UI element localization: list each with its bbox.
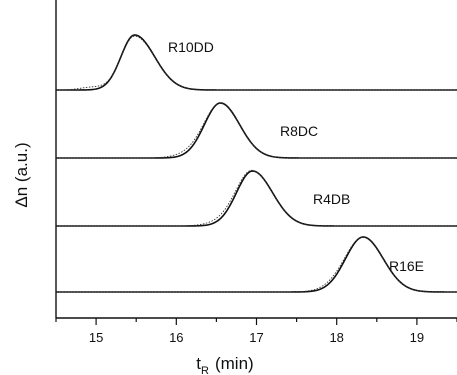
fit-line-r4db — [56, 169, 457, 227]
x-axis-label: tR (min) — [196, 354, 253, 375]
x-axis-label-main: t — [196, 354, 201, 373]
series-label-r10dd: R10DD — [168, 39, 214, 55]
x-tick-label-18: 18 — [329, 330, 343, 345]
series-label-r4db: R4DB — [313, 191, 350, 207]
x-axis-ticks: 15 16 17 18 19 — [55, 318, 457, 345]
fit-line-r8dc — [56, 102, 457, 159]
series-label-r16e: R16E — [389, 258, 424, 274]
x-axis-label-sub: R — [201, 365, 209, 375]
x-axis-label-unit: (min) — [215, 354, 254, 373]
trace-line-r10dd — [56, 34, 457, 91]
x-tick-label-15: 15 — [89, 330, 103, 345]
trace-line-r4db — [56, 170, 457, 227]
trace-layer — [55, 34, 457, 293]
fit-line-r10dd — [55, 35, 457, 91]
y-axis-label: Δn (a.u.) — [12, 142, 31, 207]
x-tick-label-19: 19 — [410, 330, 424, 345]
trace-line-r8dc — [56, 102, 457, 159]
series-label-r8dc: R8DC — [280, 123, 318, 139]
x-tick-label-17: 17 — [249, 330, 263, 345]
fit-line-r16e — [56, 236, 457, 293]
x-tick-label-16: 16 — [169, 330, 183, 345]
